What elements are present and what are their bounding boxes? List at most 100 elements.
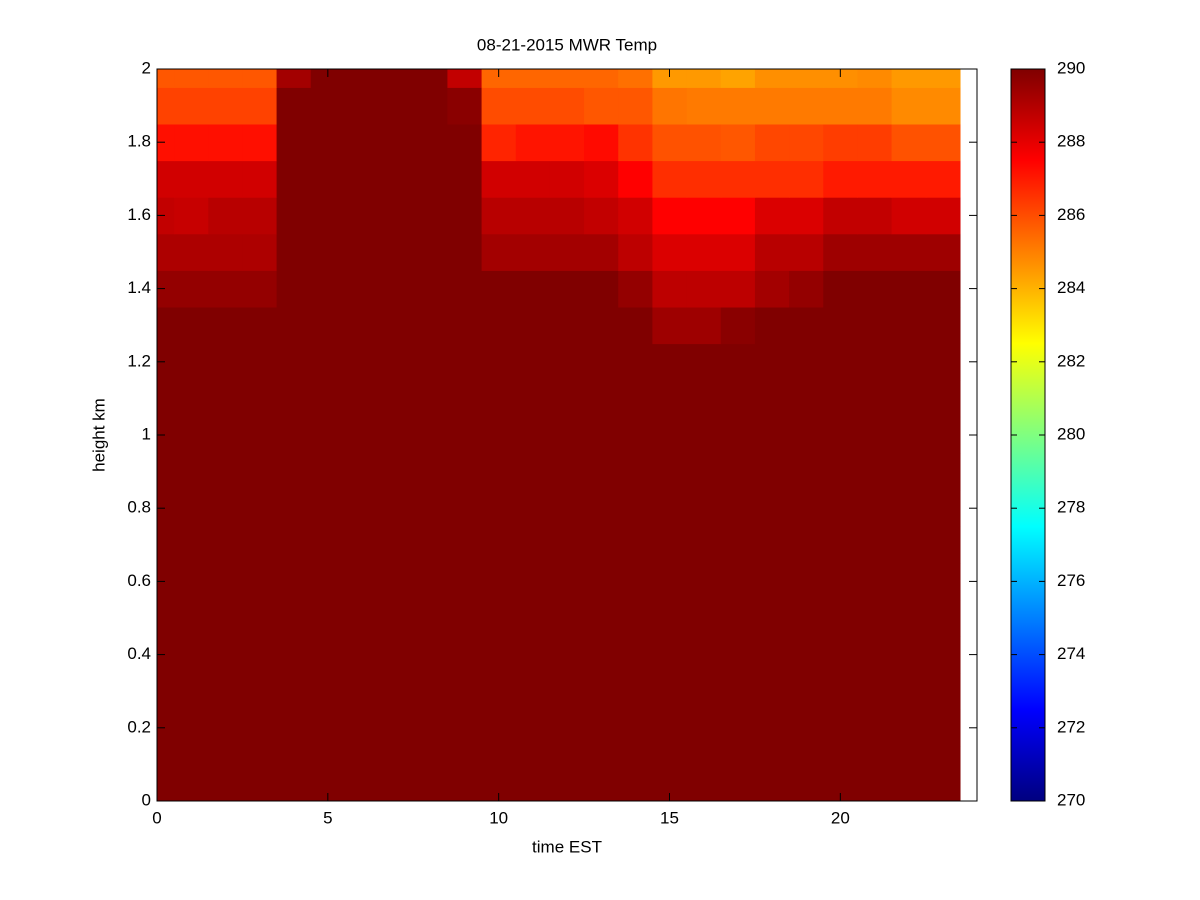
- heatmap-cell: [379, 636, 414, 674]
- y-tick-label: 0.4: [127, 644, 151, 663]
- heatmap-cell: [481, 672, 517, 711]
- heatmap-cell: [891, 380, 927, 418]
- heatmap-cell: [447, 69, 483, 88]
- heatmap-cell: [720, 343, 756, 381]
- heatmap-cell: [447, 123, 483, 162]
- heatmap-cell: [618, 563, 654, 601]
- heatmap-cell: [481, 233, 517, 271]
- heatmap-cell: [208, 233, 244, 271]
- heatmap-cell: [344, 197, 380, 235]
- heatmap-cell: [276, 563, 312, 601]
- heatmap-cell: [481, 197, 517, 235]
- heatmap-cell: [618, 69, 654, 88]
- heatmap-cell: [823, 782, 859, 801]
- heatmap-cell: [925, 233, 961, 271]
- heatmap-cell: [481, 380, 517, 418]
- heatmap-cell: [344, 233, 380, 271]
- heatmap-cell: [481, 69, 517, 88]
- heatmap-cell: [618, 197, 654, 235]
- heatmap-cell: [618, 416, 654, 454]
- heatmap-cell: [857, 709, 893, 747]
- heatmap-cell: [925, 416, 961, 454]
- heatmap-cell: [242, 709, 278, 747]
- heatmap-cell: [857, 270, 893, 308]
- heatmap-cell: [310, 672, 346, 711]
- y-axis-label: height km: [89, 398, 108, 472]
- heatmap-cell: [208, 563, 244, 601]
- heatmap-cell: [549, 343, 585, 381]
- heatmap-cell: [379, 416, 414, 454]
- heatmap-cell: [584, 69, 619, 88]
- heatmap-cell: [652, 672, 688, 711]
- x-tick-label: 15: [660, 808, 679, 827]
- heatmap-cell: [208, 160, 244, 198]
- heatmap-cell: [789, 526, 824, 564]
- heatmap-cell: [754, 306, 790, 345]
- heatmap-cell: [891, 160, 927, 198]
- heatmap-cell: [549, 197, 585, 235]
- heatmap-cell: [515, 87, 551, 125]
- heatmap-cell: [157, 746, 175, 784]
- colorbar-tick-label: 284: [1057, 278, 1085, 297]
- heatmap-cell: [413, 123, 449, 162]
- heatmap-cell: [157, 160, 175, 198]
- heatmap-cell: [515, 489, 551, 528]
- heatmap-cell: [174, 306, 209, 345]
- heatmap-cell: [276, 526, 312, 564]
- heatmap-cell: [891, 69, 927, 88]
- heatmap-cell: [310, 416, 346, 454]
- heatmap-cell: [344, 343, 380, 381]
- heatmap-cell: [379, 709, 414, 747]
- heatmap-cell: [379, 69, 414, 88]
- heatmap-cell: [686, 160, 722, 198]
- y-tick-label: 0.2: [127, 717, 151, 736]
- heatmap-cell: [686, 270, 722, 308]
- heatmap-cell: [413, 197, 449, 235]
- heatmap-cell: [686, 416, 722, 454]
- heatmap-cell: [618, 746, 654, 784]
- heatmap-cell: [481, 270, 517, 308]
- y-tick-label: 1.6: [127, 205, 151, 224]
- heatmap-cell: [481, 599, 517, 637]
- heatmap-cell: [823, 69, 859, 88]
- heatmap-cell: [344, 709, 380, 747]
- heatmap-cell: [925, 636, 961, 674]
- heatmap-cell: [447, 782, 483, 801]
- y-tick-label: 1.4: [127, 278, 151, 297]
- x-tick-label: 0: [152, 808, 161, 827]
- heatmap-cell: [276, 636, 312, 674]
- heatmap-cell: [157, 563, 175, 601]
- heatmap-cell: [823, 343, 859, 381]
- heatmap-cell: [857, 233, 893, 271]
- heatmap-cell: [447, 233, 483, 271]
- heatmap-cell: [686, 69, 722, 88]
- heatmap-cell: [242, 636, 278, 674]
- heatmap-cell: [208, 489, 244, 528]
- heatmap-cell: [686, 197, 722, 235]
- heatmap-cell: [242, 343, 278, 381]
- heatmap-cell: [652, 489, 688, 528]
- heatmap-cell: [344, 746, 380, 784]
- heatmap-cell: [754, 636, 790, 674]
- heatmap-cell: [310, 306, 346, 345]
- heatmap-cell: [925, 87, 961, 125]
- heatmap-cell: [823, 197, 859, 235]
- heatmap-cell: [754, 197, 790, 235]
- heatmap-cell: [652, 160, 688, 198]
- heatmap-cell: [379, 453, 414, 491]
- heatmap-cell: [720, 69, 756, 88]
- colorbar-tick-label: 280: [1057, 424, 1085, 443]
- heatmap-cell: [720, 526, 756, 564]
- heatmap-cell: [549, 489, 585, 528]
- heatmap-cell: [720, 123, 756, 162]
- heatmap-cell: [174, 160, 209, 198]
- heatmap-cell: [754, 87, 790, 125]
- heatmap-cell: [857, 87, 893, 125]
- heatmap-cell: [379, 197, 414, 235]
- heatmap-cell: [549, 380, 585, 418]
- heatmap-cell: [823, 746, 859, 784]
- heatmap-cell: [618, 489, 654, 528]
- heatmap-cell: [481, 489, 517, 528]
- x-tick-label: 20: [831, 808, 850, 827]
- heatmap-cell: [789, 709, 824, 747]
